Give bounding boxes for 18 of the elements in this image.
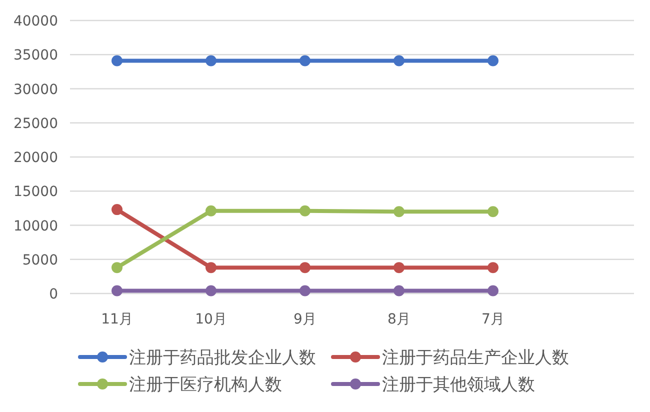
x-tick-label: 8月 — [388, 312, 410, 328]
y-tick-label: 25000 — [13, 116, 58, 132]
y-tick-label: 10000 — [13, 218, 58, 234]
legend-label: 注册于医疗机构人数 — [129, 375, 282, 395]
y-tick-label: 5000 — [22, 252, 58, 268]
y-tick-label: 35000 — [13, 48, 58, 64]
x-tick-label: 11月 — [101, 312, 133, 328]
legend-label: 注册于药品批发企业人数 — [129, 348, 316, 368]
y-tick-label: 15000 — [13, 184, 58, 200]
x-tick-label: 10月 — [195, 312, 227, 328]
y-tick-label: 20000 — [13, 150, 58, 166]
x-tick-label: 7月 — [482, 312, 504, 328]
y-tick-label: 0 — [49, 286, 58, 302]
legend-label: 注册于药品生产企业人数 — [382, 348, 569, 368]
legend-label: 注册于其他领域人数 — [382, 375, 535, 395]
x-tick-label: 9月 — [294, 312, 316, 328]
y-tick-label: 40000 — [13, 14, 58, 30]
y-tick-label: 30000 — [13, 82, 58, 98]
